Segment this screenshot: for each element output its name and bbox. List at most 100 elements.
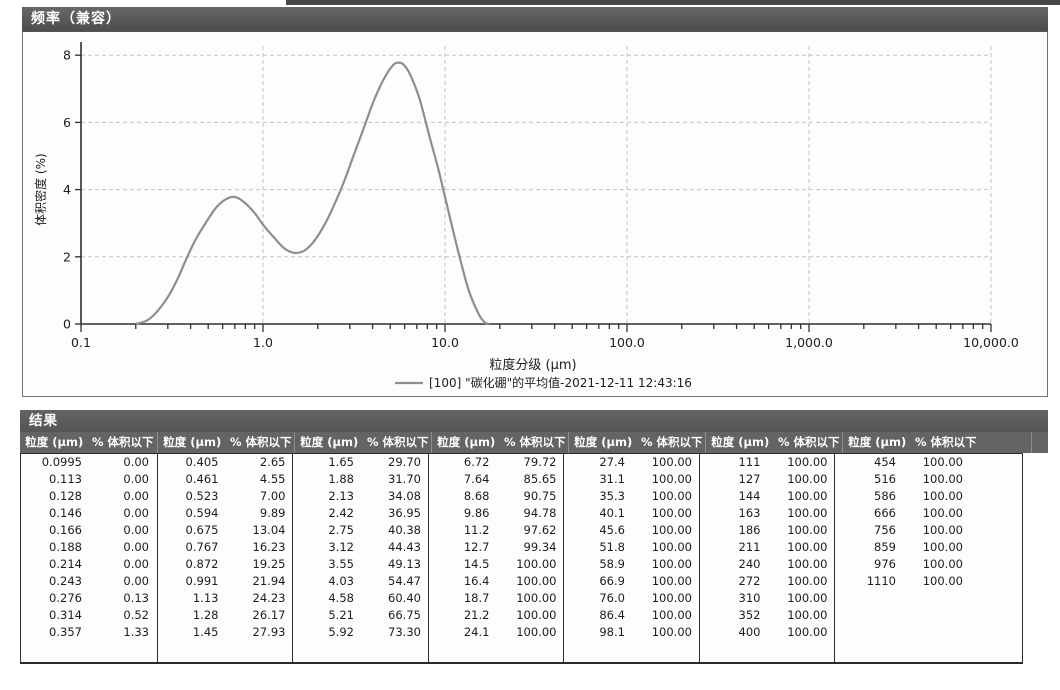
table-row: 0.128 0.00 xyxy=(21,488,158,505)
pct-cell: 73.30 xyxy=(388,625,421,639)
pct-header-label: % 体积以下 xyxy=(366,435,429,449)
pct-cell: 66.75 xyxy=(388,608,421,622)
pct-cell: 2.65 xyxy=(259,455,286,469)
size-cell: 0.146 xyxy=(49,506,82,520)
size-cell: 310 xyxy=(738,591,761,605)
pct-cell: 100.00 xyxy=(651,557,692,571)
results-column-group: 454 100.00 516 100.00 586 100.00 666 100.00 756 1… xyxy=(834,453,1023,664)
table-row: 24.1 100.00 xyxy=(429,624,566,641)
chart-legend: [100] "碳化硼"的平均值-2021-12-11 12:43:16 xyxy=(395,375,692,390)
size-cell: 1.13 xyxy=(192,591,219,605)
table-row: 1.88 31.70 xyxy=(293,471,430,488)
size-cell: 1.65 xyxy=(328,455,354,469)
results-section-header: 结果 xyxy=(20,410,1048,432)
size-cell: 0.872 xyxy=(185,557,219,571)
size-header-label: 粒度 (µm) xyxy=(437,435,496,449)
svg-text:1,000.0: 1,000.0 xyxy=(785,335,833,350)
table-row: 400 100.00 xyxy=(700,624,837,641)
results-column-header: 粒度 (µm) % 体积以下 xyxy=(158,432,295,453)
table-row: 7.64 85.65 xyxy=(429,471,566,488)
svg-text:0: 0 xyxy=(63,317,71,332)
size-cell: 9.86 xyxy=(463,506,490,520)
table-row: 211 100.00 xyxy=(700,539,837,556)
table-row: 666 100.00 xyxy=(835,505,972,522)
pct-cell: 31.70 xyxy=(388,472,421,486)
table-row: 1.13 24.23 xyxy=(158,590,295,607)
size-cell: 24.1 xyxy=(463,625,490,639)
pct-cell: 49.13 xyxy=(388,557,421,571)
table-row: 27.4 100.00 xyxy=(564,454,701,471)
table-row: 1.45 27.93 xyxy=(158,624,295,641)
size-cell: 666 xyxy=(874,506,896,520)
table-row: 859 100.00 xyxy=(835,539,972,556)
pct-cell: 29.70 xyxy=(388,455,421,469)
pct-cell: 34.08 xyxy=(388,489,421,503)
table-row: 86.4 100.00 xyxy=(564,607,701,624)
results-column-group: 27.4 100.00 31.1 100.00 35.3 100.00 40.1 100.00… xyxy=(563,453,700,664)
results-column-header: 粒度 (µm) % 体积以下 xyxy=(20,432,158,453)
size-cell: 40.1 xyxy=(599,506,625,520)
table-row: 45.6 100.00 xyxy=(564,522,701,539)
table-row: 2.13 34.08 xyxy=(293,488,430,505)
chart-x-label: 粒度分级 (µm) xyxy=(489,357,576,373)
size-cell: 98.1 xyxy=(599,625,625,639)
size-cell: 0.523 xyxy=(185,489,219,503)
size-cell: 8.68 xyxy=(463,489,490,503)
pct-cell: 94.78 xyxy=(523,506,557,520)
results-table-header: 粒度 (µm)% 体积以下 粒度 (µm)% 体积以下 粒度 (µm)% 体积以下粒… xyxy=(20,432,1048,453)
svg-text:10.0: 10.0 xyxy=(431,335,459,350)
size-cell: 0.276 xyxy=(49,591,82,605)
pct-cell: 100.00 xyxy=(787,574,828,588)
size-cell: 66.9 xyxy=(599,574,625,588)
size-cell: 18.7 xyxy=(463,591,490,605)
pct-cell: 100.00 xyxy=(922,523,963,537)
size-cell: 0.594 xyxy=(185,506,219,520)
pct-cell: 100.00 xyxy=(787,557,828,571)
frequency-chart-panel: 0 2 4 6 8 0.1 1.0 10.0 100.0 1,000.0 10,000.0 体积密度 … xyxy=(22,31,1048,397)
table-row: 12.7 99.34 xyxy=(429,539,566,556)
size-cell: 144 xyxy=(738,489,761,503)
size-cell: 12.7 xyxy=(463,540,490,554)
svg-text:2: 2 xyxy=(63,249,71,264)
y-tick-labels: 0 2 4 6 8 xyxy=(63,48,71,332)
table-row: 272 100.00 xyxy=(700,573,837,590)
size-cell: 21.2 xyxy=(463,608,490,622)
pct-header-label: % 体积以下 xyxy=(914,435,977,449)
table-row: 0.0995 0.00 xyxy=(21,454,158,471)
size-cell: 163 xyxy=(738,506,761,520)
table-row: 310 100.00 xyxy=(700,590,837,607)
frequency-chart: 0 2 4 6 8 0.1 1.0 10.0 100.0 1,000.0 10,000.0 体积密度 … xyxy=(33,42,1019,390)
results-column-header: 粒度 (µm) % 体积以下 xyxy=(432,432,569,453)
pct-cell: 4.55 xyxy=(259,472,286,486)
svg-text:1.0: 1.0 xyxy=(253,335,273,350)
results-column-header: 粒度 (µm) % 体积以下 xyxy=(295,432,432,453)
size-cell: 0.675 xyxy=(185,523,219,537)
table-row: 0.113 0.00 xyxy=(21,471,158,488)
size-cell: 0.405 xyxy=(185,455,219,469)
pct-header-label: % 体积以下 xyxy=(503,435,566,449)
size-cell: 0.128 xyxy=(49,489,82,503)
size-cell: 1.28 xyxy=(192,608,219,622)
pct-cell: 100.00 xyxy=(787,472,828,486)
pct-cell: 7.00 xyxy=(259,489,286,503)
pct-cell: 16.23 xyxy=(252,540,286,554)
table-row: 1.65 29.70 xyxy=(293,454,430,471)
size-cell: 240 xyxy=(738,557,761,571)
table-row: 186 100.00 xyxy=(700,522,837,539)
size-cell: 2.42 xyxy=(328,506,354,520)
pct-cell: 100.00 xyxy=(787,540,828,554)
pct-cell: 100.00 xyxy=(922,540,963,554)
pct-cell: 100.00 xyxy=(787,455,828,469)
svg-text:100.0: 100.0 xyxy=(609,335,645,350)
pct-cell: 60.40 xyxy=(388,591,421,605)
pct-header-label: % 体积以下 xyxy=(777,435,840,449)
size-cell: 31.1 xyxy=(599,472,625,486)
size-cell: 2.75 xyxy=(328,523,354,537)
table-row: 127 100.00 xyxy=(700,471,837,488)
pct-cell: 0.00 xyxy=(123,455,149,469)
table-row: 0.594 9.89 xyxy=(158,505,295,522)
size-cell: 0.113 xyxy=(49,472,82,486)
table-row: 31.1 100.00 xyxy=(564,471,701,488)
pct-cell: 100.00 xyxy=(787,506,828,520)
size-cell: 127 xyxy=(738,472,761,486)
